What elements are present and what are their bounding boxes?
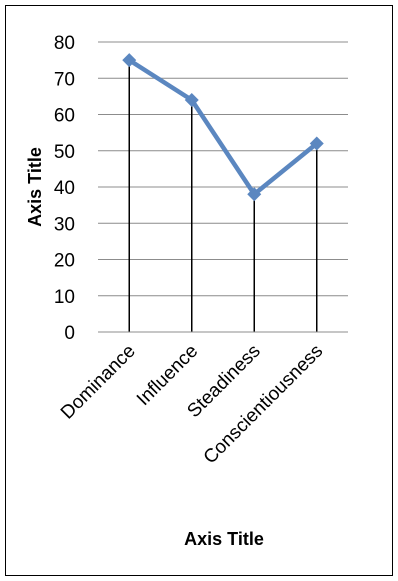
y-tick-label: 0 bbox=[64, 323, 75, 344]
y-axis-title: Axis Title bbox=[25, 147, 45, 227]
y-tick-label: 60 bbox=[54, 106, 75, 127]
y-tick-label: 70 bbox=[54, 69, 75, 90]
data-point-marker bbox=[309, 136, 324, 151]
x-tick-labels: DominanceInfluenceSteadinessConscientiou… bbox=[57, 341, 327, 469]
x-tick-label: Conscientiousness bbox=[200, 341, 328, 469]
drop-lines bbox=[128, 60, 318, 332]
data-point-marker bbox=[122, 53, 137, 68]
x-axis-title: Axis Title bbox=[184, 529, 264, 549]
gridlines bbox=[98, 41, 348, 297]
data-point-marker bbox=[184, 93, 199, 107]
chart-frame bbox=[5, 5, 393, 576]
y-tick-label: 50 bbox=[54, 142, 75, 163]
y-tick-label: 80 bbox=[54, 33, 75, 54]
data-point-marker bbox=[247, 187, 262, 202]
data-series bbox=[122, 53, 324, 202]
y-tick-labels: 0 10 20 30 40 50 60 70 80 bbox=[54, 33, 75, 344]
y-tick-label: 30 bbox=[54, 214, 75, 235]
x-tick-label: Dominance bbox=[57, 341, 140, 424]
y-tick-label: 40 bbox=[54, 178, 75, 199]
y-tick-label: 20 bbox=[54, 251, 75, 272]
series-line bbox=[127, 57, 319, 197]
y-tick-label: 10 bbox=[54, 287, 75, 308]
